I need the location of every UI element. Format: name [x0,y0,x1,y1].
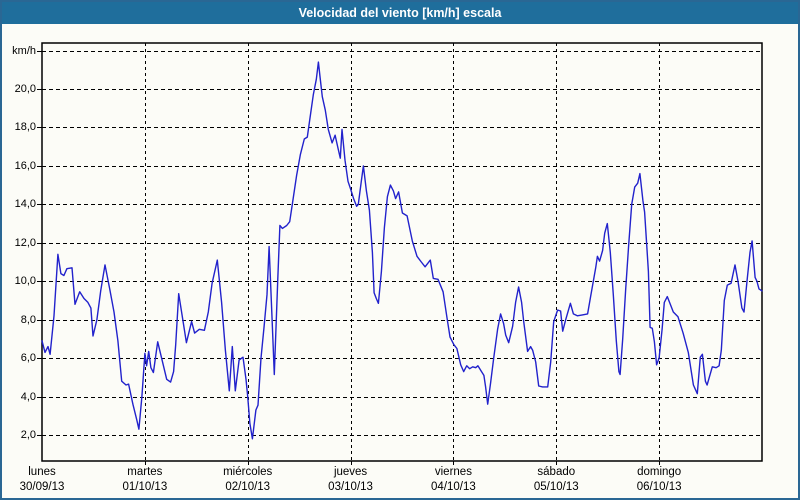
x-day-label: miércoles 02/10/13 [200,465,296,495]
y-axis-unit-label: km/h [12,44,36,57]
x-day-label: domingo 06/10/13 [611,465,707,495]
x-day-date: 04/10/13 [431,481,476,493]
x-day-name: miércoles [223,466,273,478]
x-day-name: jueves [333,466,368,478]
y-tick-label: 6,0 [20,352,36,365]
wind-speed-line [41,61,763,440]
axis-ticks [37,51,660,465]
x-day-date: 30/09/13 [19,481,65,493]
y-tick-label: 18,0 [14,121,36,134]
x-day-label: martes 01/10/13 [97,465,193,495]
x-day-date: 03/10/13 [328,481,373,493]
x-day-name: sábado [537,466,576,478]
x-day-name: lunes [28,466,56,478]
page-title: Velocidad del viento [km/h] escala [298,6,502,20]
y-tick-label: 16,0 [14,159,36,172]
y-tick-label: 4,0 [20,390,36,403]
y-tick-label: 10,0 [14,275,36,288]
x-day-label: sábado 05/10/13 [508,465,604,495]
y-tick-label: 2,0 [20,429,36,441]
window-title-bar: Velocidad del viento [km/h] escala [2,2,798,24]
x-day-date: 01/10/13 [122,481,168,493]
x-day-name: viernes [434,466,472,478]
plot-border [41,42,763,462]
x-day-date: 05/10/13 [533,481,579,493]
x-day-date: 06/10/13 [636,481,682,493]
x-day-label: jueves 03/10/13 [303,465,399,495]
y-tick-label: 14,0 [14,198,36,211]
x-day-label: viernes 04/10/13 [405,465,501,495]
y-tick-label: 20,0 [14,83,36,96]
x-day-label: lunes 30/09/13 [2,465,90,495]
x-day-date: 02/10/13 [225,481,271,493]
x-day-name: domingo [637,466,682,478]
grid-lines [42,43,762,461]
x-day-name: martes [127,466,163,478]
y-tick-label: 8,0 [20,313,36,326]
y-tick-label: 12,0 [14,236,36,249]
